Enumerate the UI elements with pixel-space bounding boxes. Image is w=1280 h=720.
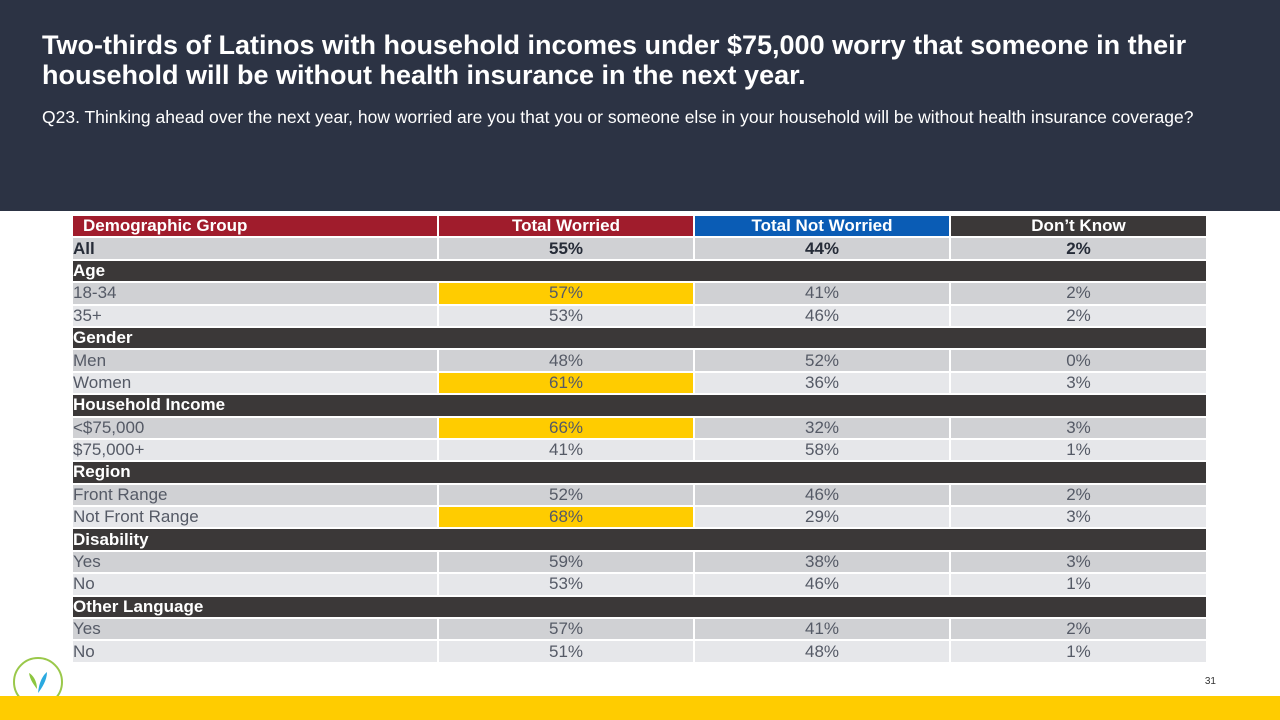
cell-worried: 41%: [438, 438, 695, 463]
table-row: 18-34 57% 41% 2%: [73, 282, 1208, 306]
cell-dont-know: 3%: [950, 416, 1208, 440]
table-row: Not Front Range 68% 29% 3%: [73, 506, 1208, 530]
cell-dont-know: 2%: [950, 282, 1208, 306]
cell-worried: 48%: [438, 349, 695, 373]
question-text: Q23. Thinking ahead over the next year, …: [42, 107, 1194, 127]
table-body: All 55% 44% 2% Age 18-34 57% 41% 2% 35+ 53% 46%…: [73, 237, 1208, 664]
table-row: Men 48% 52% 0%: [73, 349, 1208, 373]
section-header-row: Gender: [73, 326, 1208, 351]
section-header-row: Household Income: [73, 394, 1208, 418]
section-label: Gender: [73, 326, 1208, 351]
page-number: 31: [1204, 676, 1216, 687]
cell-worried: 57%: [438, 618, 695, 642]
cell-worried: 61%: [438, 371, 695, 396]
cell-not-worried: 46%: [694, 483, 951, 508]
cell-not-worried: 38%: [694, 550, 951, 575]
cell-worried: 52%: [438, 483, 695, 508]
cell-not-worried: 32%: [694, 416, 951, 440]
table-header-row: Demographic Group Total Worried Total No…: [73, 216, 1208, 239]
row-label: Men: [73, 349, 439, 373]
row-label: 35+: [73, 304, 439, 328]
table-row: Yes 57% 41% 2%: [73, 618, 1208, 642]
table-row: 35+ 53% 46% 2%: [73, 304, 1208, 328]
section-label: Region: [73, 461, 1208, 485]
table-row: <$75,000 66% 32% 3%: [73, 416, 1208, 440]
row-label: Yes: [73, 550, 439, 575]
cell-worried: 51%: [438, 640, 695, 664]
cell-not-worried: 46%: [694, 304, 951, 328]
table-row: Front Range 52% 46% 2%: [73, 483, 1208, 508]
row-label: 18-34: [73, 282, 439, 306]
section-label: Other Language: [73, 595, 1208, 620]
section-label: Disability: [73, 528, 1208, 552]
cell-worried: 66%: [438, 416, 695, 440]
cell-not-worried: 41%: [694, 282, 951, 306]
section-header-row: Age: [73, 259, 1208, 284]
section-header-row: Region: [73, 461, 1208, 485]
cell-worried: 68%: [438, 506, 695, 530]
column-header: Total Worried: [438, 216, 695, 239]
cell-not-worried: 44%: [694, 237, 951, 261]
cell-worried: 59%: [438, 550, 695, 575]
row-label: <$75,000: [73, 416, 439, 440]
row-label: Front Range: [73, 483, 439, 508]
cell-not-worried: 52%: [694, 349, 951, 373]
row-label: No: [73, 573, 439, 597]
table-row: Women 61% 36% 3%: [73, 371, 1208, 396]
cell-dont-know: 1%: [950, 438, 1208, 463]
column-header: Demographic Group: [73, 216, 439, 239]
cell-dont-know: 2%: [950, 618, 1208, 642]
section-label: Household Income: [73, 394, 1208, 418]
cell-not-worried: 46%: [694, 573, 951, 597]
table-row: Yes 59% 38% 3%: [73, 550, 1208, 575]
table-row: No 53% 46% 1%: [73, 573, 1208, 597]
footer-accent-bar: [0, 696, 1280, 720]
cell-dont-know: 0%: [950, 349, 1208, 373]
cell-worried: 53%: [438, 573, 695, 597]
cell-worried: 53%: [438, 304, 695, 328]
cell-dont-know: 3%: [950, 506, 1208, 530]
results-table: Demographic Group Total Worried Total No…: [73, 216, 1208, 664]
row-label: Yes: [73, 618, 439, 642]
cell-not-worried: 41%: [694, 618, 951, 642]
cell-not-worried: 36%: [694, 371, 951, 396]
cell-not-worried: 58%: [694, 438, 951, 463]
row-label: Women: [73, 371, 439, 396]
row-label: All: [73, 237, 439, 261]
cell-worried: 55%: [438, 237, 695, 261]
row-label: $75,000+: [73, 438, 439, 463]
table-row: $75,000+ 41% 58% 1%: [73, 438, 1208, 463]
cell-worried: 57%: [438, 282, 695, 306]
cell-not-worried: 48%: [694, 640, 951, 664]
row-label: Not Front Range: [73, 506, 439, 530]
cell-dont-know: 1%: [950, 640, 1208, 664]
cell-dont-know: 2%: [950, 483, 1208, 508]
cell-dont-know: 3%: [950, 371, 1208, 396]
row-label: No: [73, 640, 439, 664]
cell-not-worried: 29%: [694, 506, 951, 530]
section-header-row: Other Language: [73, 595, 1208, 620]
slide-title: Two-thirds of Latinos with household inc…: [42, 30, 1187, 90]
cell-dont-know: 2%: [950, 304, 1208, 328]
cell-dont-know: 1%: [950, 573, 1208, 597]
header-banner: Two-thirds of Latinos with household inc…: [0, 0, 1280, 211]
section-label: Age: [73, 259, 1208, 284]
section-header-row: Disability: [73, 528, 1208, 552]
cell-dont-know: 3%: [950, 550, 1208, 575]
cell-dont-know: 2%: [950, 237, 1208, 261]
column-header: Don’t Know: [950, 216, 1208, 239]
table-row-all: All 55% 44% 2%: [73, 237, 1208, 261]
column-header: Total Not Worried: [694, 216, 951, 239]
table-row: No 51% 48% 1%: [73, 640, 1208, 664]
